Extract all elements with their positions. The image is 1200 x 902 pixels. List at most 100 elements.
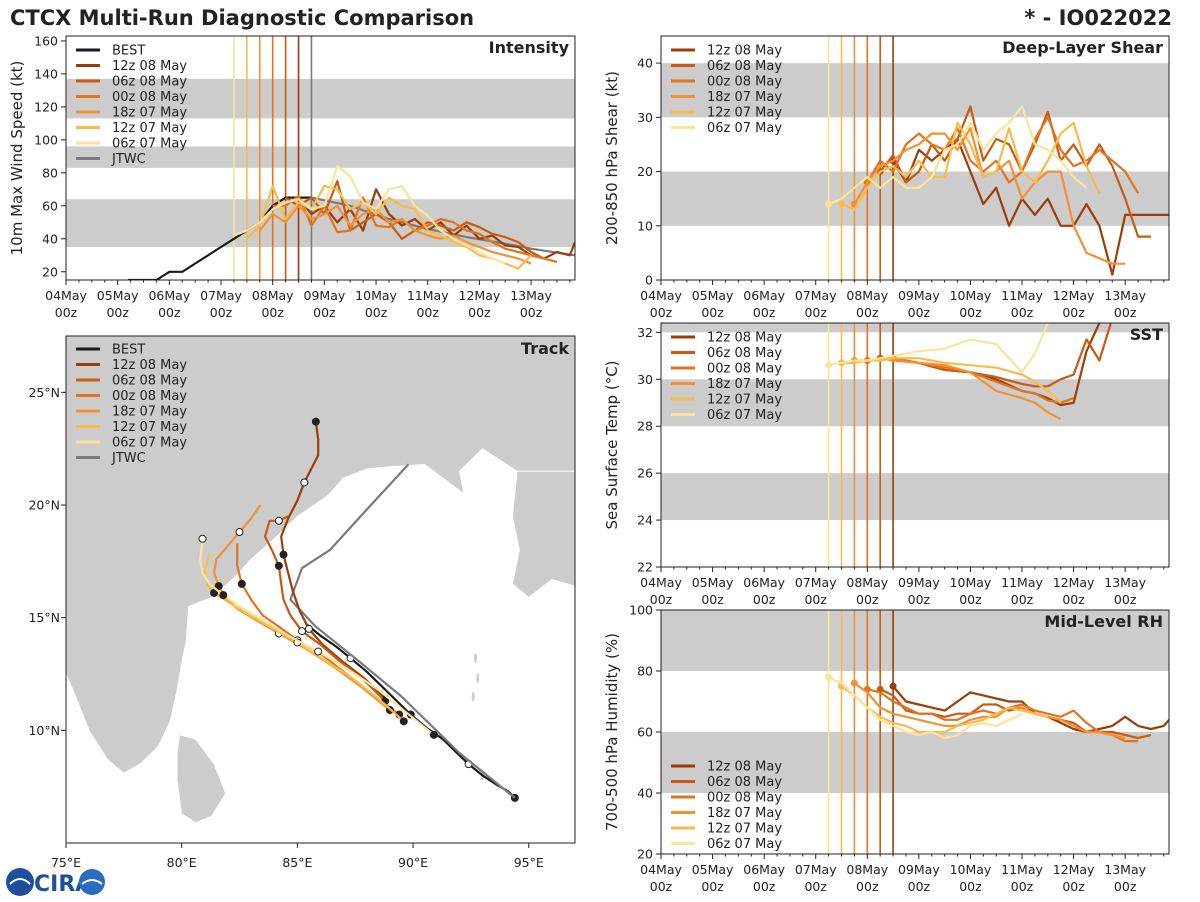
sst-xtick-label-0: 04May xyxy=(640,575,682,590)
shear-xtick-label-9: 13May xyxy=(1104,288,1146,303)
rh-xtick-sublabel-6: 00z xyxy=(959,879,982,894)
track-legend-label-00z-08-may: 00z 08 May xyxy=(112,389,187,404)
shear-ylabel: 200-850 hPa Shear (kt) xyxy=(603,71,621,245)
track-point-06z-07-may-4 xyxy=(314,647,323,656)
intensity-xtick-label-3: 07May xyxy=(200,288,242,303)
sst-title: SST xyxy=(1130,325,1163,344)
shear-xtick-label-2: 06May xyxy=(743,288,785,303)
track-point-06z-08-may-8 xyxy=(274,561,283,570)
shear-legend-label-12z-07-may: 12z 07 May xyxy=(707,106,782,121)
track-series-06z-07-may xyxy=(199,538,435,736)
shear-series-06z-07-may xyxy=(828,105,1088,206)
sst-frame xyxy=(660,322,1170,568)
shear-panel: 0 10 20 30 40 04May 00z 05May 00z 06May 00z 07May 00… xyxy=(603,35,1170,320)
shear-xtick-label-7: 11May xyxy=(1001,288,1043,303)
shear-xtick-label-8: 12May xyxy=(1053,288,1095,303)
rh-ytick-label-20: 20 xyxy=(637,847,653,862)
intensity-legend-label-12z-08-may: 12z 08 May xyxy=(112,59,187,74)
track-frame xyxy=(65,335,576,844)
sst-xtick-label-8: 12May xyxy=(1053,575,1095,590)
sst-ytick-label-32: 32 xyxy=(637,325,653,340)
shear-frame xyxy=(660,35,1170,281)
intensity-ytick-label-140: 140 xyxy=(34,66,58,81)
shear-series-12z-08-may xyxy=(892,137,1169,276)
rh-xtick-sublabel-4: 00z xyxy=(856,879,879,894)
intensity-ytick-label-120: 120 xyxy=(34,99,58,114)
track-plot-area xyxy=(66,336,575,824)
track-point-12z-08-may-16 xyxy=(311,417,320,426)
rh-legend-label-18z-07-may: 18z 07 May xyxy=(707,806,782,821)
shear-xtick-sublabel-0: 00z xyxy=(650,305,673,320)
sst-xtick-sublabel-4: 00z xyxy=(856,592,879,607)
shear-ytick-label-40: 40 xyxy=(637,56,653,71)
sst-xtick-label-4: 08May xyxy=(846,575,888,590)
rh-point-06z-07-may-0 xyxy=(825,673,833,681)
sst-xtick-label-7: 11May xyxy=(1001,575,1043,590)
intensity-series-12z-07-may xyxy=(246,184,532,270)
intensity-legend-label-18z-07-may: 18z 07 May xyxy=(112,106,187,121)
sst-xtick-sublabel-9: 00z xyxy=(1114,592,1137,607)
rh-legend-label-06z-07-may: 06z 07 May xyxy=(707,837,782,852)
shear-xtick-sublabel-3: 00z xyxy=(804,305,827,320)
intensity-ytick-label-80: 80 xyxy=(42,165,58,180)
track-ytick-label-20: 20°N xyxy=(28,498,60,513)
shear-xtick-sublabel-9: 00z xyxy=(1114,305,1137,320)
sst-band-2 xyxy=(661,323,1169,333)
shear-legend-label-12z-08-may: 12z 08 May xyxy=(707,44,782,59)
intensity-xtick-sublabel-7: 00z xyxy=(416,305,439,320)
rh-xtick-label-2: 06May xyxy=(743,862,785,877)
figure-title: CTCX Multi-Run Diagnostic Comparison xyxy=(10,6,474,30)
sst-xtick-label-3: 07May xyxy=(795,575,837,590)
shear-xtick-label-1: 05May xyxy=(692,288,734,303)
track-point-12z-08-may-4 xyxy=(304,624,313,633)
rh-xtick-label-0: 04May xyxy=(640,862,682,877)
rh-plot-area xyxy=(661,610,1169,854)
intensity-title: Intensity xyxy=(489,38,570,57)
rh-xtick-label-4: 08May xyxy=(846,862,888,877)
track-title: Track xyxy=(521,339,569,358)
rh-xtick-label-5: 09May xyxy=(898,862,940,877)
sst-xtick-sublabel-6: 00z xyxy=(959,592,982,607)
track-legend-label-12z-07-may: 12z 07 May xyxy=(112,420,187,435)
track-ytick-label-15: 15°N xyxy=(28,610,60,625)
sst-legend-label-12z-08-may: 12z 08 May xyxy=(707,331,782,346)
track-point-12z-08-may-8 xyxy=(279,550,288,559)
andaman-island-1 xyxy=(476,673,480,684)
shear-xtick-sublabel-4: 00z xyxy=(856,305,879,320)
sst-point-06z-07-may-0 xyxy=(825,361,833,369)
track-ytick-label-10: 10°N xyxy=(28,723,60,738)
sst-legend-label-06z-07-may: 06z 07 May xyxy=(707,408,782,423)
rh-band-0 xyxy=(661,732,1169,793)
sst-xtick-sublabel-7: 00z xyxy=(1011,592,1034,607)
shear-xtick-label-5: 09May xyxy=(898,288,940,303)
sst-panel: 22 24 26 28 30 32 04May 00z 05May 00z 06May 00z 07Ma… xyxy=(603,322,1170,607)
intensity-xtick-label-7: 11May xyxy=(407,288,449,303)
shear-band-1 xyxy=(661,63,1169,118)
track-ytick-label-25: 25°N xyxy=(28,385,60,400)
sst-ytick-label-30: 30 xyxy=(637,372,653,387)
rh-title: Mid-Level RH xyxy=(1044,612,1163,631)
shear-ytick-label-30: 30 xyxy=(637,110,653,125)
sst-xtick-label-9: 13May xyxy=(1104,575,1146,590)
sst-band-0 xyxy=(661,473,1169,521)
shear-ytick-label-10: 10 xyxy=(637,218,653,233)
rh-legend-label-00z-08-may: 00z 08 May xyxy=(707,791,782,806)
storm-id: * - IO022022 xyxy=(1024,6,1172,30)
intensity-legend-label-jtwc: JTWC xyxy=(111,152,146,167)
rh-ytick-label-80: 80 xyxy=(637,664,653,679)
intensity-xtick-label-1: 05May xyxy=(97,288,139,303)
logo-swoosh xyxy=(9,878,31,885)
rh-point-18z-07-may-0 xyxy=(850,679,858,687)
intensity-ytick-label-100: 100 xyxy=(34,132,58,147)
intensity-series-best xyxy=(128,196,312,280)
rh-ytick-label-60: 60 xyxy=(637,725,653,740)
track-point-06z-08-may-4 xyxy=(297,627,306,636)
shear-xtick-label-4: 08May xyxy=(846,288,888,303)
intensity-xtick-sublabel-0: 00z xyxy=(55,305,78,320)
sst-xtick-label-1: 05May xyxy=(692,575,734,590)
india-landmass xyxy=(66,336,575,774)
intensity-xtick-sublabel-8: 00z xyxy=(468,305,491,320)
intensity-xtick-sublabel-1: 00z xyxy=(106,305,129,320)
intensity-xtick-sublabel-5: 00z xyxy=(313,305,336,320)
rh-xtick-sublabel-8: 00z xyxy=(1062,879,1085,894)
